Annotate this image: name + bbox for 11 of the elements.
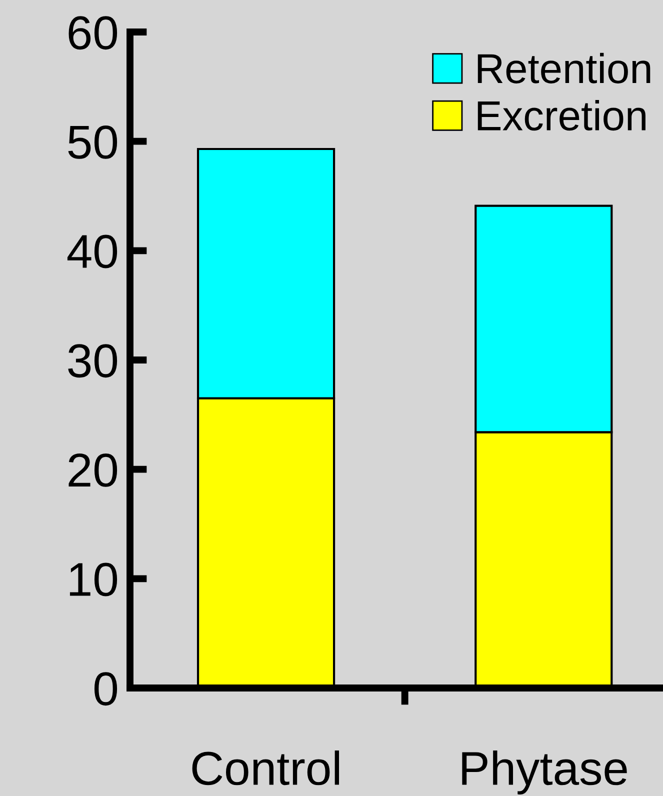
x-tick-label: Phytase	[462, 750, 627, 795]
y-tick-label: 0	[94, 672, 118, 706]
legend-label: Retention	[478, 52, 650, 84]
y-tick-label: 40	[67, 234, 118, 268]
y-tick-label: 20	[68, 453, 118, 487]
y-tick-label: 60	[68, 16, 118, 50]
x-tick-label: Control	[192, 750, 339, 786]
y-tick-label: 30	[68, 344, 118, 378]
legend-label: Excretion	[478, 100, 646, 131]
y-tick-label: 10	[70, 562, 118, 596]
y-tick-label: 50	[68, 125, 118, 159]
